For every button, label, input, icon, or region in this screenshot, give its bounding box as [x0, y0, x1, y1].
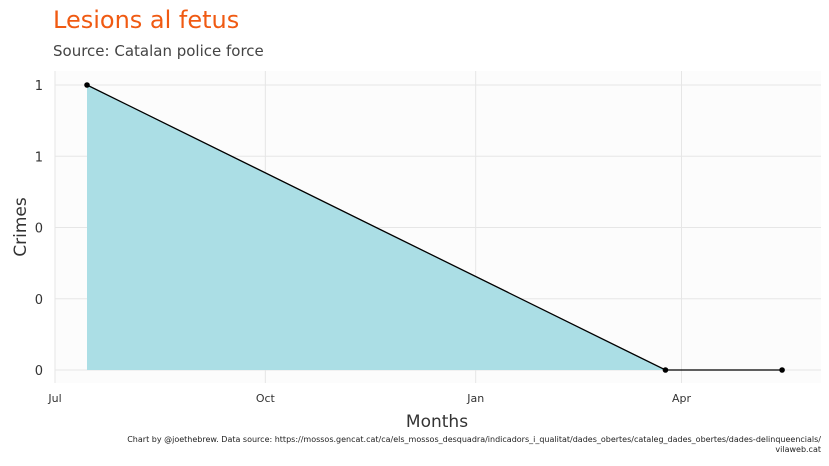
chart-subtitle: Source: Catalan police force [53, 42, 264, 60]
caption-site: vilaweb.cat [775, 445, 821, 454]
caption-source: Chart by @joethebrew. Data source: https… [127, 435, 821, 444]
area-fill [87, 85, 783, 370]
data-point [779, 367, 785, 373]
x-tick-label: Jul [47, 392, 61, 405]
y-tick-label: 0 [35, 222, 43, 237]
x-tick-label: Jan [466, 392, 484, 405]
y-axis-label: Crimes [11, 197, 31, 257]
y-tick-label: 1 [35, 150, 43, 165]
data-point [662, 367, 669, 373]
data-points [84, 82, 785, 373]
x-tick-label: Apr [672, 392, 692, 405]
chart-caption: Chart by @joethebrew. Data source: https… [61, 435, 821, 455]
y-tick-label: 1 [35, 79, 43, 94]
y-tick-label: 0 [35, 293, 43, 308]
chart-title: Lesions al fetus [53, 6, 240, 34]
y-tick-label: 0 [35, 364, 43, 379]
x-tick-label: Oct [256, 392, 276, 405]
y-tick-labels: 0 0 0 1 1 [35, 79, 43, 379]
x-axis-label: Months [406, 412, 468, 432]
data-point [84, 82, 90, 88]
x-tick-labels: Jul Oct Jan Apr [47, 392, 691, 405]
